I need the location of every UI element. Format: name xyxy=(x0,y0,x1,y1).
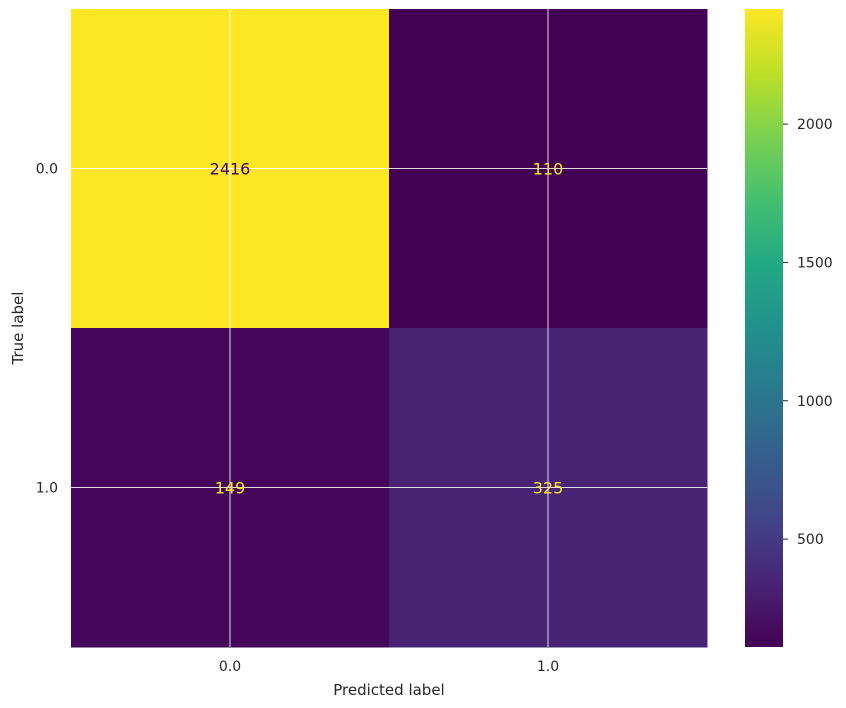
y-tick-label: 0.0 xyxy=(36,162,58,178)
colorbar-tick-label: 2000 xyxy=(797,117,833,133)
colorbar-tick-label: 500 xyxy=(797,532,824,548)
y-axis-ticks: 0.0 1.0 xyxy=(36,162,58,497)
cell-value-label: 149 xyxy=(215,479,246,498)
y-axis-label: True label xyxy=(9,292,27,366)
cell-value-label: 2416 xyxy=(210,160,251,179)
cell-value-labels: 2416 110 149 325 xyxy=(210,160,564,498)
colorbar-ticks: 500 1000 1500 2000 xyxy=(783,117,833,548)
x-tick-label: 0.0 xyxy=(219,659,241,675)
cell-value-label: 110 xyxy=(533,160,564,179)
colorbar xyxy=(745,9,783,647)
y-tick-label: 1.0 xyxy=(36,481,58,497)
colorbar-tick-label: 1000 xyxy=(797,394,833,410)
heatmap-cells xyxy=(71,9,708,648)
x-axis-ticks: 0.0 1.0 xyxy=(219,659,559,675)
grid-lines xyxy=(71,9,707,647)
x-tick-label: 1.0 xyxy=(537,659,559,675)
colorbar-tick-label: 1500 xyxy=(797,255,833,271)
cell-value-label: 325 xyxy=(533,479,564,498)
x-axis-label: Predicted label xyxy=(333,681,444,699)
